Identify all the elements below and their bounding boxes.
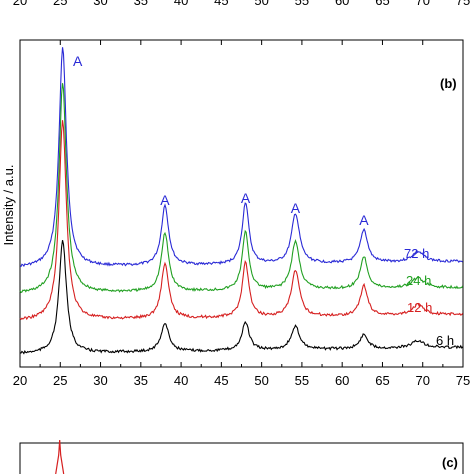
x-tick-label: 25 [53,373,67,388]
x-axis: 20 25 30 35 40 45 50 55 60 65 70 75 [13,40,470,388]
series-line-12h [19,120,464,321]
panel-b-label: (b) [440,76,457,91]
top-fragment-tick-label: 50 [254,0,268,8]
series-label-12h: 12 h [407,300,432,315]
panel-c-frame [19,442,464,474]
series-line-72h [19,47,463,268]
top-fragment-tick-label: 40 [174,0,188,8]
series-label-24h: 24 h [406,273,431,288]
peak-label-layer: A A A A A [73,53,369,228]
series-line-24h [19,83,464,294]
x-tick-label: 20 [13,373,27,388]
x-tick-label: 75 [456,373,470,388]
top-fragment-tick-label: 35 [134,0,148,8]
series-line-6h [19,240,464,355]
panel-c-label: (c) [442,455,458,470]
x-tick-label: 50 [254,373,268,388]
x-tick-label: 30 [93,373,107,388]
top-fragment-tick-label: 55 [295,0,309,8]
top-panel-fragment: 20 25 30 35 40 45 50 55 60 65 70 75 [13,0,470,8]
peak-label-A: A [73,53,83,69]
x-tick-label: 70 [415,373,429,388]
top-fragment-tick-label: 20 [13,0,27,8]
top-fragment-tick-label: 30 [93,0,107,8]
series-label-6h: 6 h [436,333,454,348]
peak-label-A: A [241,190,251,206]
peak-label-A: A [359,212,369,228]
top-fragment-tick-label: 75 [456,0,470,8]
panel-c-series-line [55,439,65,474]
x-tick-label: 60 [335,373,349,388]
x-tick-label: 35 [134,373,148,388]
x-tick-label: 45 [214,373,228,388]
top-fragment-tick-label: 25 [53,0,67,8]
top-fragment-tick-label: 70 [415,0,429,8]
x-tick-label: 65 [375,373,389,388]
peak-label-A: A [291,200,301,216]
series-label-72h: 72 h [404,246,429,261]
peak-label-A: A [160,192,170,208]
x-tick-label: 55 [295,373,309,388]
top-fragment-tick-label: 45 [214,0,228,8]
panel-c-series-layer [55,439,65,474]
top-fragment-tick-label: 60 [335,0,349,8]
panel-b: (b) A A A A A 72 h 24 h 12 h 6 h 20 25 30 35 40 45 50… [1,39,470,388]
series-layer [19,47,464,355]
panel-c: (c) [19,439,464,474]
x-tick-label: 40 [174,373,188,388]
y-axis-label: Intensity / a.u. [1,165,16,246]
series-label-layer: 72 h 24 h 12 h 6 h [404,246,454,348]
top-fragment-tick-label: 65 [375,0,389,8]
